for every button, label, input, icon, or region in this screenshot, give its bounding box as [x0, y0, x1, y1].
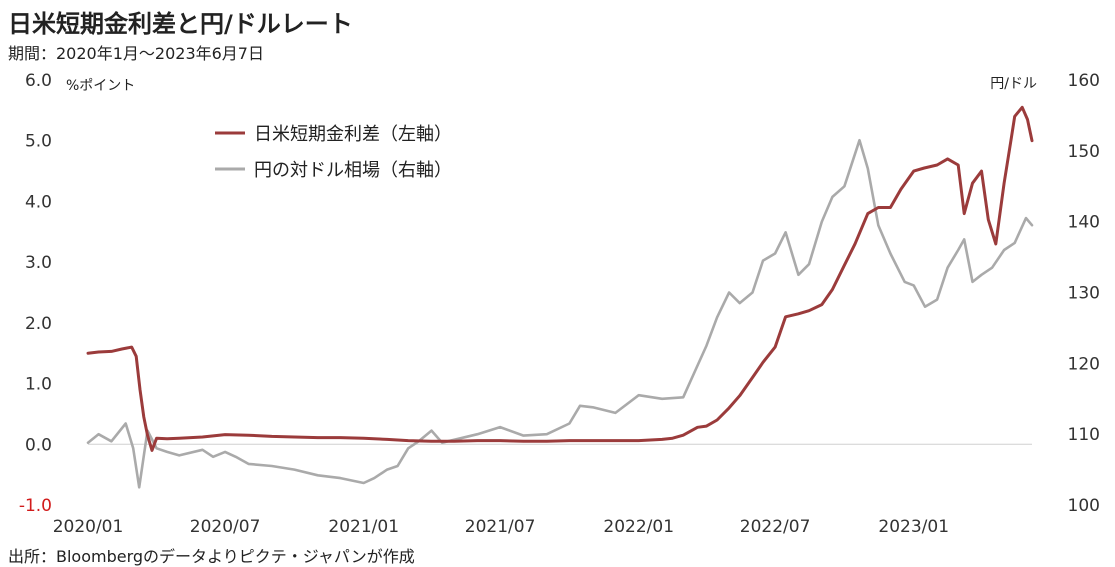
- chart-title: 日米短期金利差と円/ドルレート: [8, 10, 353, 38]
- series-line-usdjpy: [86, 138, 1034, 489]
- left-tick-label: 4.0: [25, 192, 52, 212]
- chart-subtitle: 期間：2020年1月～2023年6月7日: [8, 44, 264, 63]
- left-tick-label: 3.0: [25, 253, 52, 273]
- right-tick-label: 100: [1068, 496, 1100, 516]
- chart-source: 出所：Bloombergのデータよりピクテ・ジャパンが作成: [8, 547, 415, 566]
- x-tick-label: 2020/07: [190, 517, 261, 537]
- x-tick-label: 2021/01: [328, 517, 399, 537]
- x-tick-label: 2023/01: [878, 517, 949, 537]
- series-line-spread: [86, 105, 1034, 452]
- left-axis-unit: %ポイント: [66, 78, 135, 94]
- x-tick-label: 2022/07: [740, 517, 811, 537]
- right-tick-label: 130: [1068, 284, 1100, 304]
- right-tick-label: 150: [1068, 142, 1100, 162]
- series-layer: [86, 105, 1034, 489]
- legend: 日米短期金利差（左軸） 円の対ドル相場（右軸）: [215, 124, 452, 181]
- right-axis-unit: 円/ドル: [990, 76, 1037, 92]
- legend-label-usdjpy: 円の対ドル相場（右軸）: [254, 160, 452, 181]
- left-tick-label: 5.0: [25, 132, 52, 152]
- left-tick-label: 2.0: [25, 314, 52, 334]
- x-tick-label: 2022/01: [603, 517, 674, 537]
- right-tick-label: 140: [1068, 213, 1100, 233]
- left-tick-label: 6.0: [25, 71, 52, 91]
- right-tick-label: 110: [1068, 425, 1100, 445]
- legend-label-spread: 日米短期金利差（左軸）: [254, 124, 452, 145]
- x-tick-label: 2020/01: [53, 517, 124, 537]
- left-tick-label: 0.0: [25, 435, 52, 455]
- left-tick-label: 1.0: [25, 375, 52, 395]
- left-tick-label: -1.0: [19, 496, 52, 516]
- x-tick-label: 2021/07: [465, 517, 536, 537]
- right-tick-label: 120: [1068, 354, 1100, 374]
- axis-layer: 6.0 5.0 4.0 3.0 2.0 1.0 0.0 -1.0 160 150 140 130 120…: [19, 71, 1100, 537]
- right-tick-label: 160: [1068, 71, 1100, 91]
